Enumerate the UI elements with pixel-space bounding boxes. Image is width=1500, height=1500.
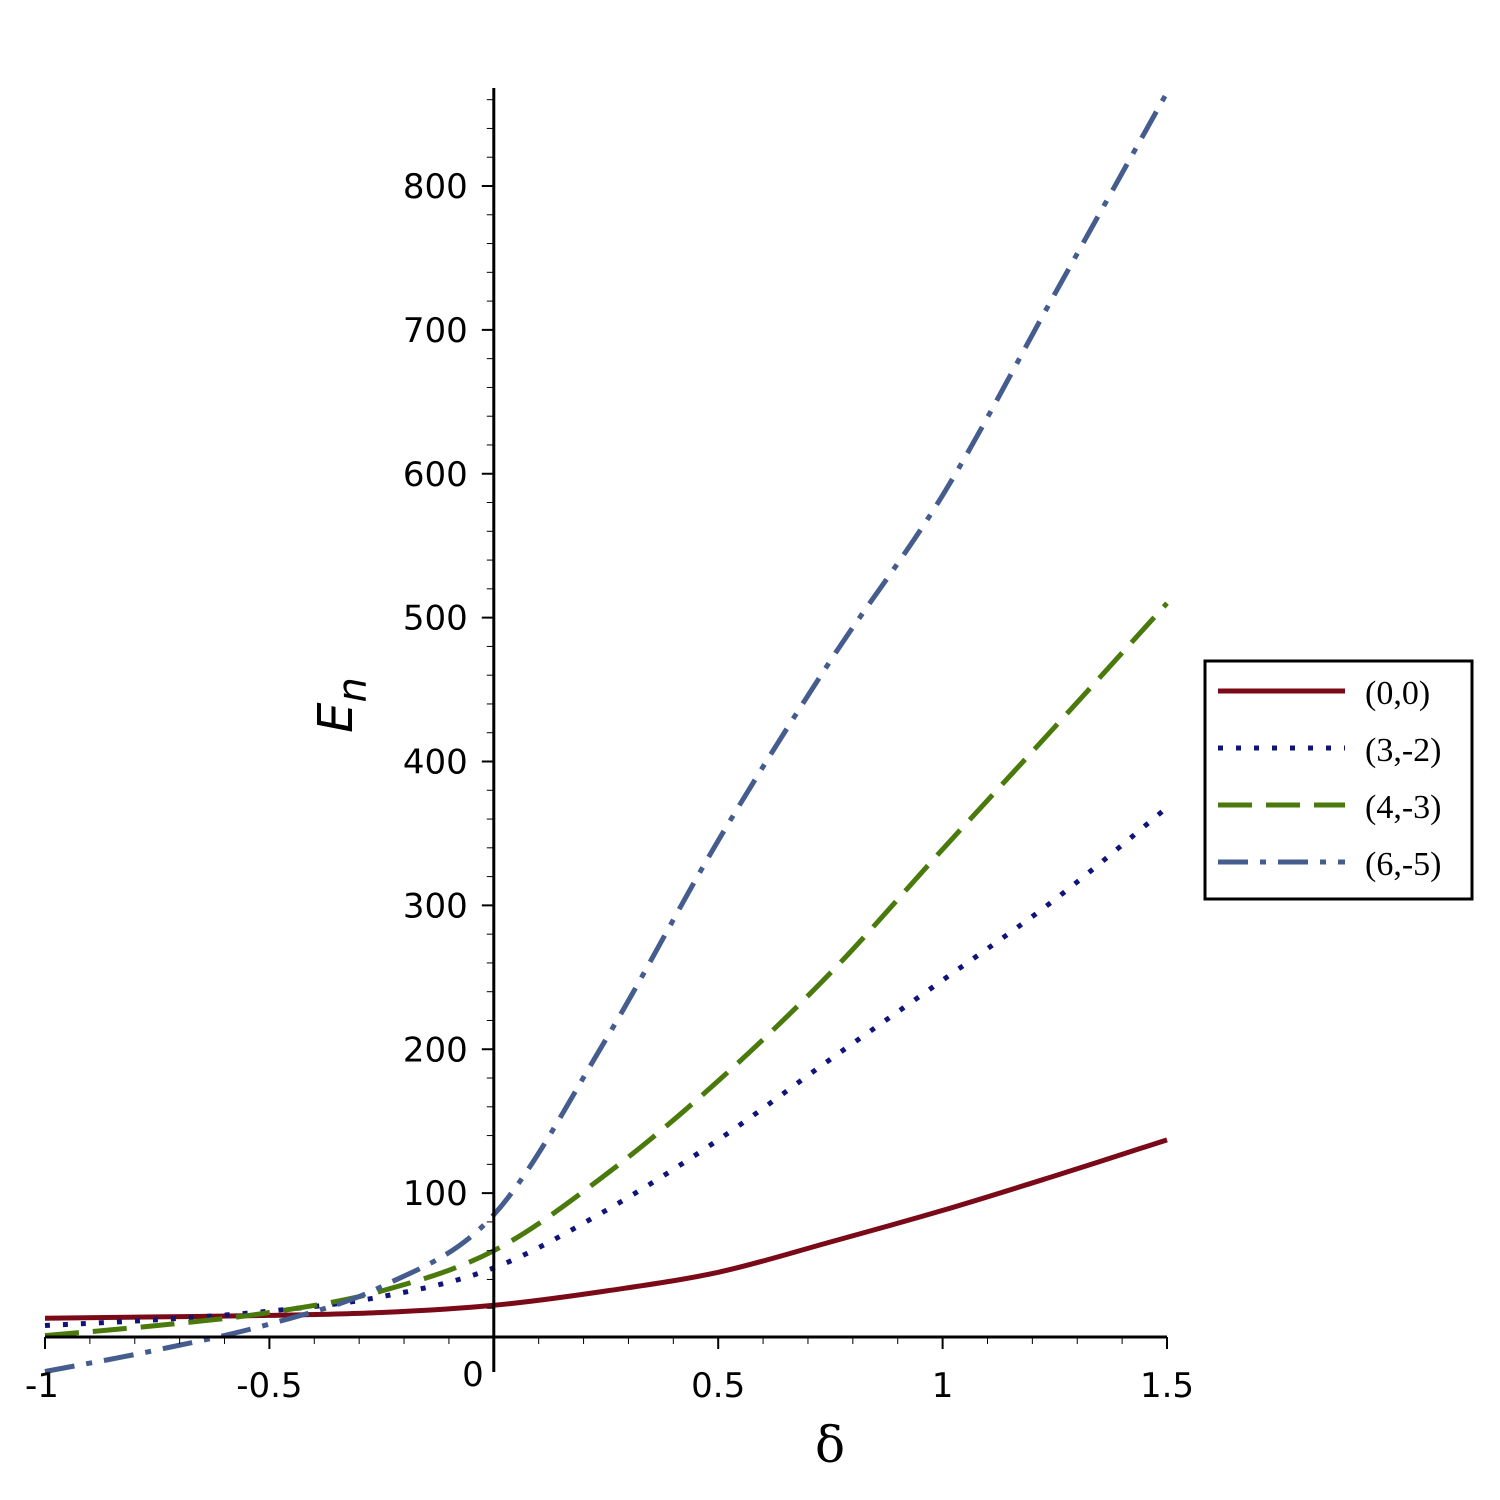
y-tick-label: 600	[403, 455, 468, 495]
x-tick-label: 0	[462, 1355, 484, 1395]
x-tick-label: -0.5	[236, 1366, 302, 1406]
series-line-(3,-2)	[44, 805, 1169, 1328]
tick-labels: -1 -0.5 0 0.5 1 1.5 100 200 300 400 500 600 700 800	[25, 167, 1194, 1406]
y-tick-label: 500	[403, 599, 468, 639]
y-tick-label: 300	[403, 886, 468, 926]
series-layer	[44, 91, 1170, 1374]
svg-text:En: En	[308, 677, 376, 733]
y-tick-label: 800	[403, 167, 468, 207]
legend-label: (6,-5)	[1365, 846, 1441, 883]
legend-box	[1203, 659, 1474, 901]
x-tick-label: 0.5	[691, 1366, 745, 1406]
x-axis-title: δ	[815, 1416, 845, 1474]
axes-layer	[45, 88, 1167, 1372]
y-tick-label: 100	[403, 1174, 468, 1214]
x-tick-label: 1.5	[1140, 1366, 1194, 1406]
x-tick-label: -1	[25, 1366, 59, 1406]
legend: (0,0) (3,-2) (4,-3) (6,-5)	[1203, 659, 1474, 901]
y-axis-title-subscript: n	[330, 677, 376, 702]
series-line-(6,-5)	[44, 91, 1170, 1374]
x-tick-label: 1	[932, 1366, 954, 1406]
legend-label: (4,-3)	[1365, 789, 1441, 826]
y-tick-label: 700	[403, 311, 468, 351]
legend-label: (3,-2)	[1365, 732, 1441, 769]
series-line-(0,0)	[44, 1137, 1168, 1321]
y-axis-title: En	[308, 677, 376, 733]
y-tick-label: 200	[403, 1030, 468, 1070]
y-tick-label: 400	[403, 743, 468, 783]
series-line-(4,-3)	[44, 601, 1169, 1339]
legend-label: (0,0)	[1365, 675, 1430, 712]
ticks-layer	[44, 99, 1168, 1349]
y-axis-title-main: E	[308, 702, 364, 733]
